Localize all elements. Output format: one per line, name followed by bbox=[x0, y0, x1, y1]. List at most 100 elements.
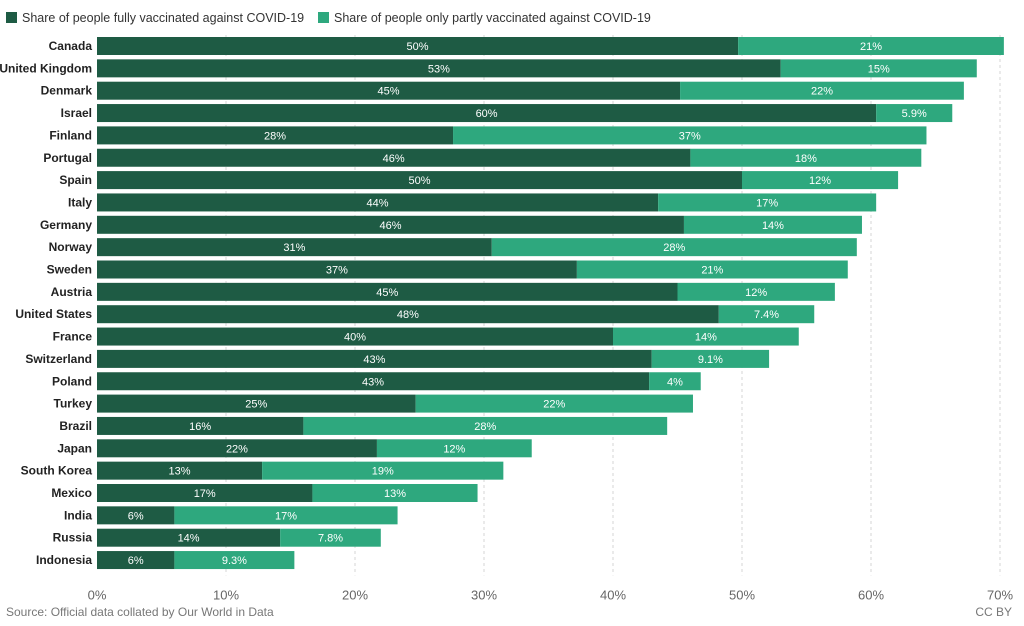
data-label-partly: 28% bbox=[663, 242, 685, 254]
bar-partly-vaccinated bbox=[718, 305, 815, 324]
bar-partly-vaccinated bbox=[780, 59, 977, 78]
data-label-fully: 46% bbox=[383, 153, 405, 165]
country-label: Norway bbox=[49, 240, 93, 254]
data-label-fully: 28% bbox=[264, 130, 286, 142]
bar-fully-vaccinated bbox=[97, 416, 304, 435]
source-note: Source: Official data collated by Our Wo… bbox=[6, 605, 274, 619]
data-label-partly: 22% bbox=[543, 399, 565, 411]
bar-fully-vaccinated bbox=[97, 126, 454, 145]
country-label: Denmark bbox=[41, 84, 93, 98]
x-tick-label: 10% bbox=[213, 587, 239, 602]
data-label-fully: 60% bbox=[476, 108, 498, 120]
bar-partly-vaccinated bbox=[649, 372, 701, 391]
legend: Share of people fully vaccinated against… bbox=[6, 11, 651, 25]
bar-fully-vaccinated bbox=[97, 439, 377, 458]
data-label-partly: 12% bbox=[745, 287, 767, 299]
data-label-fully: 53% bbox=[428, 63, 450, 75]
country-label: Poland bbox=[52, 374, 92, 388]
country-label: Italy bbox=[68, 195, 92, 209]
x-axis: 0% 10% 20% 30% 40% 50% 60% 70% bbox=[88, 587, 1014, 602]
country-label: Switzerland bbox=[25, 352, 92, 366]
country-label: United Kingdom bbox=[0, 61, 92, 75]
bar-fully-vaccinated bbox=[97, 282, 678, 301]
country-label: France bbox=[53, 330, 93, 344]
country-label: Israel bbox=[61, 106, 92, 120]
legend-label-fully: Share of people fully vaccinated against… bbox=[22, 11, 304, 25]
country-label: Canada bbox=[49, 39, 93, 53]
x-tick-label: 50% bbox=[729, 587, 755, 602]
country-label: Finland bbox=[49, 128, 92, 142]
bar-partly-vaccinated bbox=[876, 104, 953, 123]
bar-partly-vaccinated bbox=[174, 551, 295, 570]
data-label-fully: 14% bbox=[178, 533, 200, 545]
country-label: Japan bbox=[57, 441, 92, 455]
data-label-fully: 37% bbox=[326, 265, 348, 277]
country-label: United States bbox=[15, 307, 92, 321]
bar-fully-vaccinated bbox=[97, 461, 263, 480]
data-label-fully: 43% bbox=[363, 354, 385, 366]
data-label-fully: 17% bbox=[194, 488, 216, 500]
country-label: Brazil bbox=[59, 419, 92, 433]
bar-partly-vaccinated bbox=[303, 416, 668, 435]
data-label-partly: 15% bbox=[868, 63, 890, 75]
data-label-partly: 13% bbox=[384, 488, 406, 500]
data-label-partly: 7.4% bbox=[754, 309, 779, 321]
data-label-partly: 9.3% bbox=[222, 555, 247, 567]
data-label-fully: 6% bbox=[128, 555, 144, 567]
data-label-partly: 19% bbox=[372, 466, 394, 478]
data-label-partly: 28% bbox=[474, 421, 496, 433]
x-tick-label: 0% bbox=[88, 587, 107, 602]
bar-partly-vaccinated bbox=[658, 193, 877, 212]
license-label: CC BY bbox=[975, 605, 1012, 619]
data-label-fully: 16% bbox=[189, 421, 211, 433]
data-label-partly: 9.1% bbox=[698, 354, 723, 366]
bar-fully-vaccinated bbox=[97, 372, 650, 391]
data-label-partly: 12% bbox=[443, 443, 465, 455]
bar-fully-vaccinated bbox=[97, 59, 781, 78]
bars: 50% 21% 53% 15% 45% 22% 60% 5.9% 28% 37% 46% 18% 50%… bbox=[97, 37, 1004, 570]
data-label-partly: 7.8% bbox=[318, 533, 343, 545]
bar-partly-vaccinated bbox=[280, 528, 381, 547]
bar-partly-vaccinated bbox=[742, 171, 899, 190]
data-label-partly: 37% bbox=[679, 130, 701, 142]
bar-partly-vaccinated bbox=[453, 126, 927, 145]
x-tick-label: 40% bbox=[600, 587, 626, 602]
country-label: Austria bbox=[51, 285, 93, 299]
data-label-partly: 14% bbox=[762, 220, 784, 232]
country-label: Turkey bbox=[54, 397, 93, 411]
data-label-partly: 21% bbox=[701, 265, 723, 277]
x-tick-label: 20% bbox=[342, 587, 368, 602]
data-label-fully: 40% bbox=[344, 332, 366, 344]
bar-fully-vaccinated bbox=[97, 305, 719, 324]
data-label-partly: 18% bbox=[795, 153, 817, 165]
bar-fully-vaccinated bbox=[97, 37, 739, 55]
bar-partly-vaccinated bbox=[312, 484, 478, 502]
bar-fully-vaccinated bbox=[97, 81, 681, 100]
bar-fully-vaccinated bbox=[97, 506, 175, 525]
data-label-partly: 17% bbox=[275, 510, 297, 522]
legend-label-partly: Share of people only partly vaccinated a… bbox=[334, 11, 651, 25]
data-label-fully: 46% bbox=[379, 220, 401, 232]
data-label-fully: 45% bbox=[376, 287, 398, 299]
bar-fully-vaccinated bbox=[97, 528, 281, 547]
country-label: Spain bbox=[59, 173, 92, 187]
bar-partly-vaccinated bbox=[683, 215, 862, 234]
country-label: Indonesia bbox=[36, 553, 92, 567]
bar-fully-vaccinated bbox=[97, 104, 877, 123]
country-label: Germany bbox=[40, 218, 92, 232]
bar-partly-vaccinated bbox=[174, 506, 398, 525]
country-label: India bbox=[64, 508, 92, 522]
data-label-fully: 50% bbox=[407, 41, 429, 53]
bar-fully-vaccinated bbox=[97, 484, 313, 502]
country-label: Mexico bbox=[51, 486, 92, 500]
x-tick-label: 60% bbox=[858, 587, 884, 602]
bar-partly-vaccinated bbox=[576, 260, 848, 279]
country-labels: Canada United Kingdom Denmark Israel Finland… bbox=[0, 39, 92, 567]
data-label-partly: 12% bbox=[809, 175, 831, 187]
data-label-fully: 22% bbox=[226, 443, 248, 455]
data-label-fully: 6% bbox=[128, 510, 144, 522]
country-label: Portugal bbox=[43, 151, 92, 165]
country-label: Russia bbox=[53, 531, 93, 545]
bar-partly-vaccinated bbox=[680, 81, 964, 100]
